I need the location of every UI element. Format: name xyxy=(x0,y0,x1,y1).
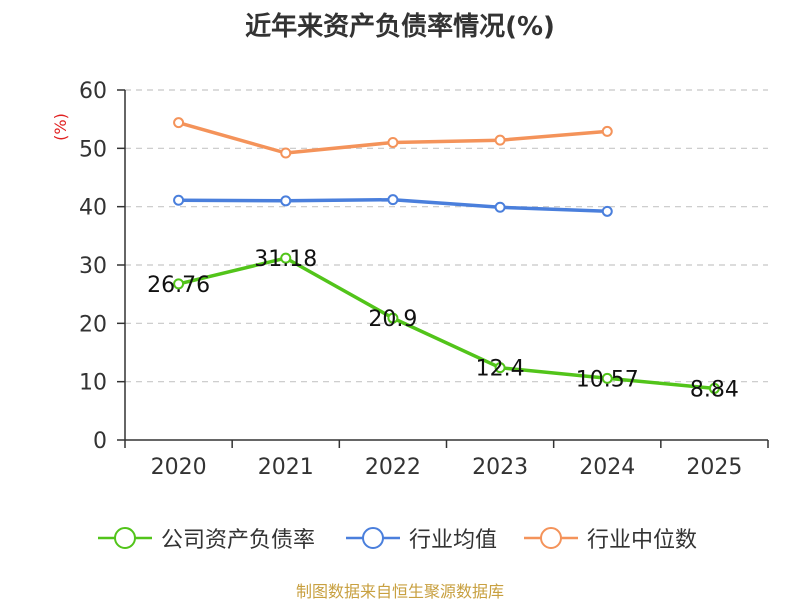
data-label: 10.57 xyxy=(576,367,639,392)
data-point xyxy=(387,137,399,148)
data-point xyxy=(708,382,720,394)
data-label: 12.4 xyxy=(476,357,525,382)
y-tick-label: 60 xyxy=(79,79,107,104)
data-point xyxy=(173,278,185,290)
y-tick-label: 10 xyxy=(79,371,107,396)
y-tick-label: 0 xyxy=(93,429,107,454)
legend-symbol xyxy=(98,527,152,549)
legend-symbol xyxy=(524,527,578,549)
x-tick-label: 2020 xyxy=(151,455,207,480)
y-tick-label: 30 xyxy=(79,254,107,279)
data-point xyxy=(280,147,292,159)
x-tick-label: 2024 xyxy=(579,455,635,480)
legend-item[interactable]: 行业中位数 xyxy=(523,520,697,556)
y-axis-title: (%) xyxy=(51,113,70,141)
axes: 0 10 20 30 40 50 60 2020 2021 2022 2023 2024 2025 xyxy=(79,79,769,480)
data-point xyxy=(494,134,506,146)
data-point xyxy=(387,194,399,206)
data-point xyxy=(601,205,613,217)
data-label: 26.76 xyxy=(147,273,210,298)
data-point xyxy=(494,201,506,213)
legend-label: 行业均值 xyxy=(409,528,498,553)
data-point xyxy=(280,195,292,207)
series-lines xyxy=(173,117,720,394)
series-line xyxy=(178,256,715,391)
data-label: 31.18 xyxy=(254,247,317,272)
data-label: 20.9 xyxy=(368,307,417,332)
legend-label: 公司资产负债率 xyxy=(161,528,316,553)
x-tick-label: 2023 xyxy=(472,455,528,480)
data-point xyxy=(387,312,399,324)
legend-item[interactable]: 公司资产负债率 xyxy=(97,520,315,556)
chart-title: 近年来资产负债率情况(%) xyxy=(245,12,555,42)
data-point xyxy=(494,362,506,374)
x-tick-label: 2025 xyxy=(686,455,742,480)
data-point xyxy=(173,117,185,129)
data-labels: 26.76 31.18 20.9 12.4 10.57 8.84 xyxy=(147,247,739,402)
x-tick-label: 2022 xyxy=(365,455,421,480)
legend-symbol xyxy=(346,527,400,549)
data-label: 8.84 xyxy=(690,377,739,402)
data-source-note: 制图数据来自恒生聚源数据库 xyxy=(295,582,504,601)
y-tick-label: 40 xyxy=(79,196,107,221)
legend-label: 行业中位数 xyxy=(587,528,698,553)
legend-item[interactable]: 行业均值 xyxy=(345,520,497,556)
data-point xyxy=(601,125,613,137)
y-tick-label: 50 xyxy=(79,137,107,162)
y-tick-label: 20 xyxy=(79,312,107,337)
x-tick-label: 2021 xyxy=(258,455,314,480)
data-point xyxy=(280,252,292,264)
data-point xyxy=(601,372,613,384)
data-point xyxy=(173,194,185,206)
grid-lines xyxy=(125,89,768,383)
legend: 公司资产负债率 行业均值 行业中位数 xyxy=(0,520,800,556)
